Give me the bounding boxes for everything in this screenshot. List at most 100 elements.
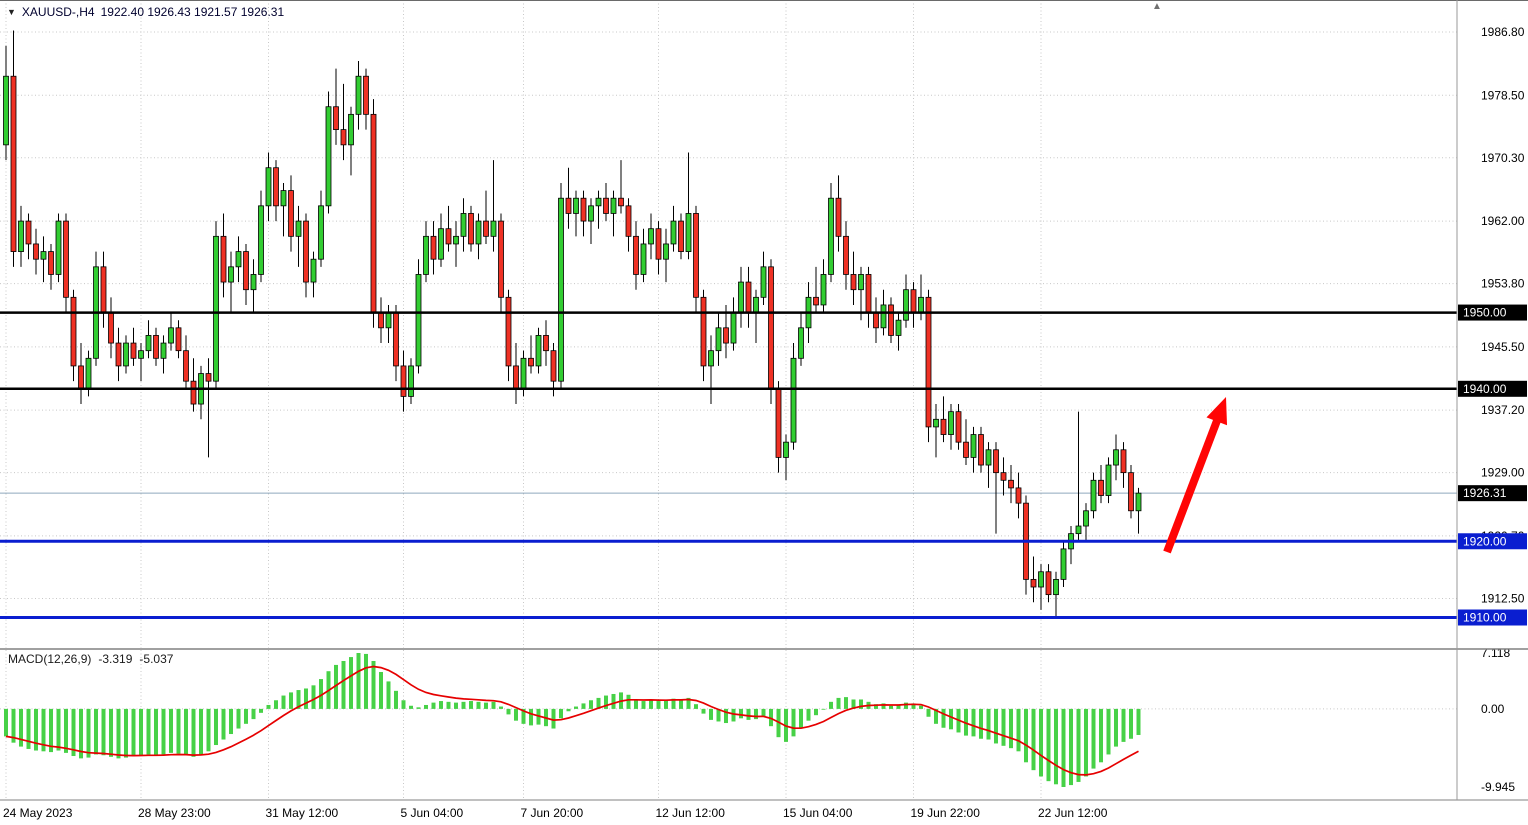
macd-histogram-bar (551, 708, 556, 729)
macd-histogram-bar (34, 708, 38, 751)
candle-body-bear (768, 266, 774, 390)
macd-name-label: MACD(12,26,9) (8, 652, 92, 666)
macd-histogram-bar (446, 701, 451, 709)
candle-body-bull (828, 197, 834, 275)
macd-histogram-bar (206, 708, 211, 752)
macd-histogram-bar (589, 700, 593, 709)
candle-body-bull (520, 357, 527, 390)
candle-body-bull (1060, 548, 1067, 580)
macd-histogram-bar (529, 708, 533, 726)
macd-histogram-bar (1016, 708, 1021, 752)
macd-histogram-bar (994, 708, 998, 744)
candle-body-bull (55, 220, 62, 275)
candle-body-bull (138, 350, 144, 359)
candle-body-bear (865, 274, 872, 313)
price-badge-label: 1940.00 (1463, 382, 1507, 396)
candle-body-bear (543, 335, 549, 352)
macd-histogram-bar (319, 679, 323, 709)
macd-histogram-bar (889, 705, 893, 709)
price-tick-label: 1929.00 (1481, 466, 1525, 480)
macd-histogram-bar (664, 700, 668, 709)
candle-body-bull (453, 235, 459, 245)
macd-histogram-bar (356, 653, 361, 709)
macd-histogram-bar (94, 708, 98, 755)
time-axis-label: 28 May 23:00 (138, 806, 211, 820)
macd-histogram-bar (424, 704, 428, 709)
time-axis-label: 22 Jun 12:00 (1038, 806, 1108, 820)
candle-body-bear (100, 266, 107, 313)
candle-body-bear (70, 296, 77, 367)
macd-histogram-bar (274, 700, 278, 709)
candle-body-bear (693, 213, 699, 298)
candle-body-bull (588, 205, 594, 222)
trend-arrow-head[interactable] (1206, 397, 1228, 426)
candle-body-bear (850, 274, 857, 291)
candle-body-bull (558, 197, 564, 382)
macd-histogram-bar (416, 707, 421, 709)
macd-histogram-bar (1024, 708, 1028, 763)
price-badge (1458, 380, 1527, 397)
candle-body-bear (618, 197, 624, 207)
candle-body-bear (205, 373, 212, 382)
candle-body-bull (258, 205, 264, 275)
macd-histogram-bar (124, 708, 128, 758)
candle-body-bull (438, 228, 444, 260)
candle-body-bear (25, 220, 32, 245)
candle-body-bear (745, 281, 752, 313)
macd-histogram-bar (1054, 708, 1058, 785)
price-badge (1458, 485, 1527, 502)
symbol-timeframe-label: XAUUSD-,H4 (21, 5, 95, 19)
macd-histogram-bar (716, 708, 721, 722)
candle-body-bull (798, 327, 804, 359)
price-tick-label: 1937.20 (1481, 403, 1525, 417)
candle-body-bear (10, 75, 17, 252)
price-tick-label: 1912.50 (1481, 591, 1525, 605)
macd-histogram-bar (191, 708, 196, 757)
macd-histogram-bar (1009, 708, 1013, 749)
macd-histogram-bar (1091, 708, 1096, 769)
price-tick-label: 1978.50 (1481, 88, 1525, 102)
macd-histogram-bar (176, 708, 181, 754)
candle-body-bear (813, 296, 819, 306)
macd-histogram-bar (724, 708, 728, 724)
candle-body-bear (940, 418, 947, 435)
candle-body-bear (400, 365, 407, 397)
candle-body-bear (190, 380, 197, 405)
candle-body-bear (580, 197, 587, 222)
candle-body-bull (18, 220, 24, 252)
macd-histogram-bar (1061, 708, 1066, 788)
macd-histogram-bar (641, 701, 646, 709)
collapse-triangle-icon[interactable]: ▼ (7, 6, 16, 17)
candle-body-bull (858, 274, 864, 291)
candle-body-bull (685, 213, 692, 252)
candle-body-bull (895, 319, 902, 336)
macd-histogram-bar (1121, 708, 1126, 742)
macd-histogram-bar (514, 708, 518, 721)
macd-histogram-bar (926, 708, 931, 717)
candle-body-bear (505, 296, 512, 367)
macd-main-value: -3.319 (98, 652, 133, 666)
macd-histogram-bar (379, 671, 383, 709)
candle-body-bear (873, 312, 879, 329)
macd-histogram-bar (251, 708, 256, 720)
macd-histogram-bar (964, 708, 968, 736)
candle-body-bull (1038, 571, 1044, 588)
candle-body-bull (408, 365, 414, 397)
candle-body-bull (715, 327, 722, 352)
macd-histogram-bar (491, 701, 496, 709)
macd-histogram-bar (1084, 708, 1088, 777)
trend-arrow-shaft[interactable] (1163, 417, 1222, 554)
macd-histogram-bar (259, 708, 263, 713)
candle-body-bear (625, 205, 632, 237)
candle-body-bear (723, 327, 729, 344)
macd-histogram-bar (566, 708, 571, 712)
candle-body-bull (1090, 479, 1097, 512)
macd-histogram-bar (236, 708, 241, 729)
macd-histogram-bar (649, 699, 653, 709)
time-axis-label: 19 Jun 22:00 (911, 806, 981, 820)
price-shift-marker-icon[interactable]: ▲ (1152, 1, 1162, 12)
candle-body-bear (700, 296, 707, 367)
macd-histogram-bar (296, 690, 301, 709)
candle-body-bull (948, 411, 954, 435)
